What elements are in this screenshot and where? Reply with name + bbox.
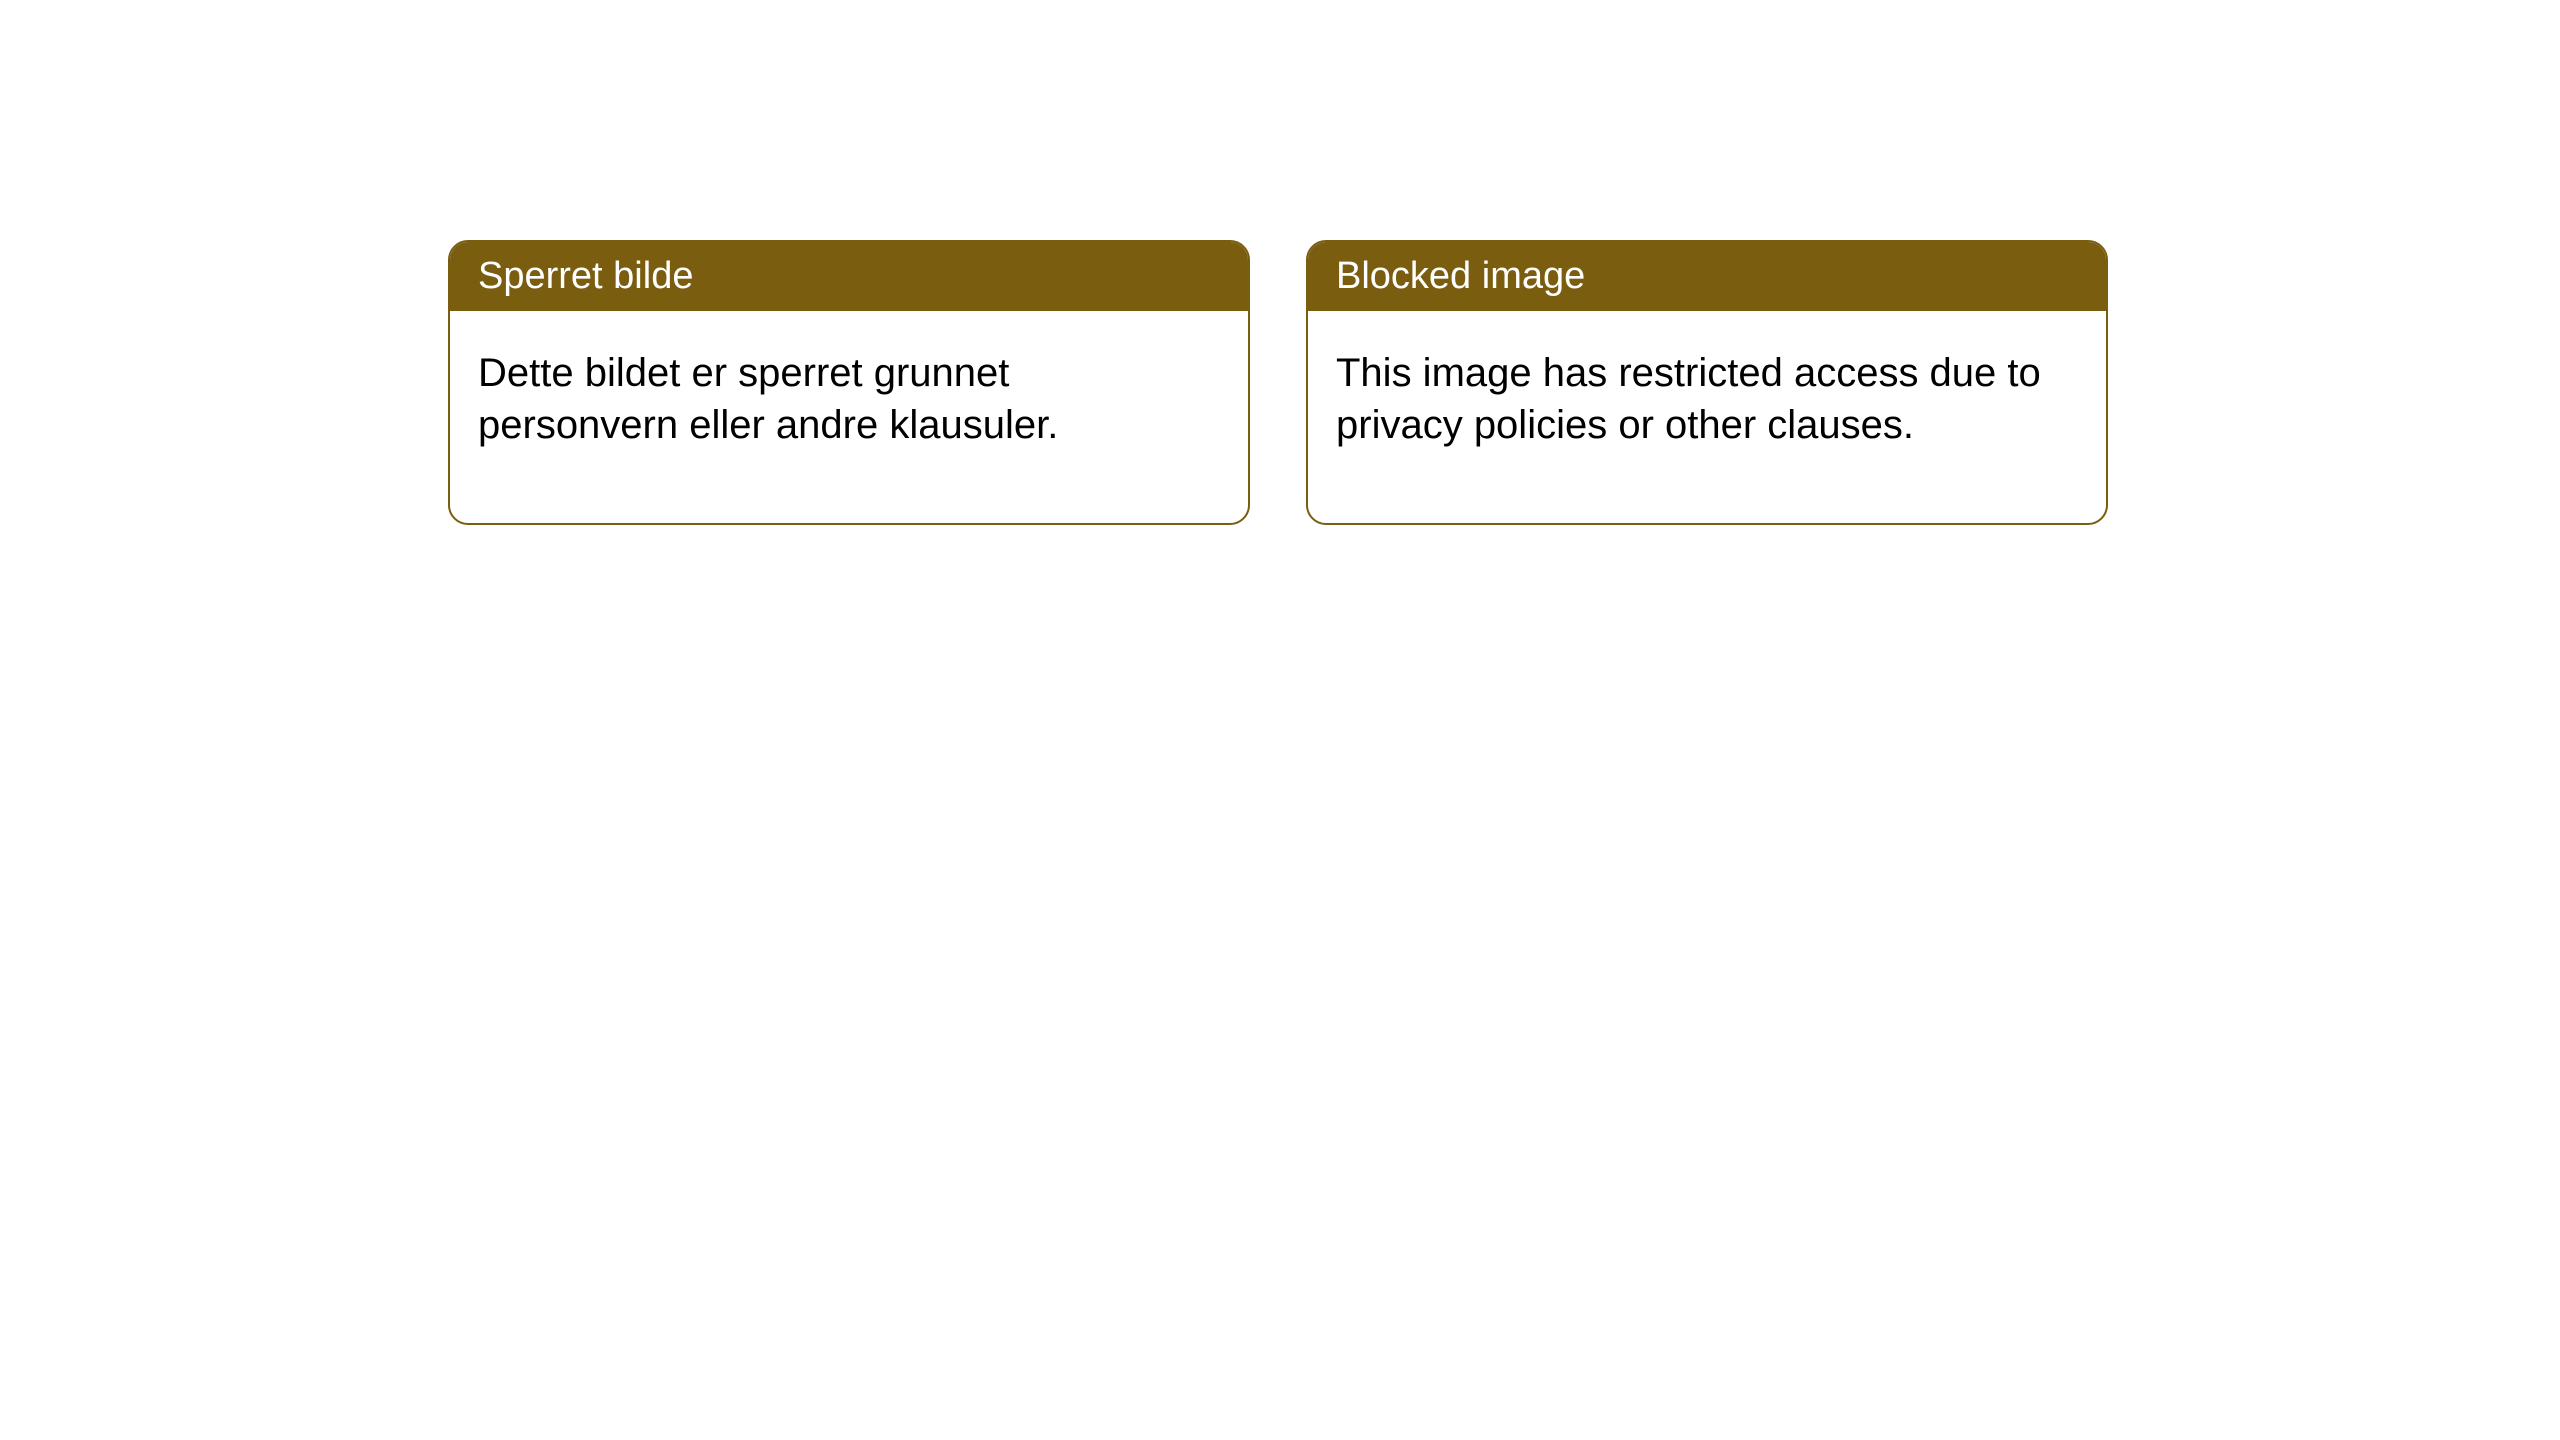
card-body: Dette bildet er sperret grunnet personve… bbox=[450, 311, 1248, 523]
card-title: Sperret bilde bbox=[478, 255, 693, 297]
card-header: Sperret bilde bbox=[450, 242, 1248, 311]
card-message: This image has restricted access due to … bbox=[1336, 351, 2041, 447]
card-title: Blocked image bbox=[1336, 255, 1585, 297]
card-body: This image has restricted access due to … bbox=[1308, 311, 2106, 523]
card-message: Dette bildet er sperret grunnet personve… bbox=[478, 351, 1058, 447]
blocked-image-card-en: Blocked image This image has restricted … bbox=[1306, 240, 2108, 525]
card-header: Blocked image bbox=[1308, 242, 2106, 311]
blocked-image-card-no: Sperret bilde Dette bildet er sperret gr… bbox=[448, 240, 1250, 525]
notice-cards-container: Sperret bilde Dette bildet er sperret gr… bbox=[0, 0, 2560, 525]
